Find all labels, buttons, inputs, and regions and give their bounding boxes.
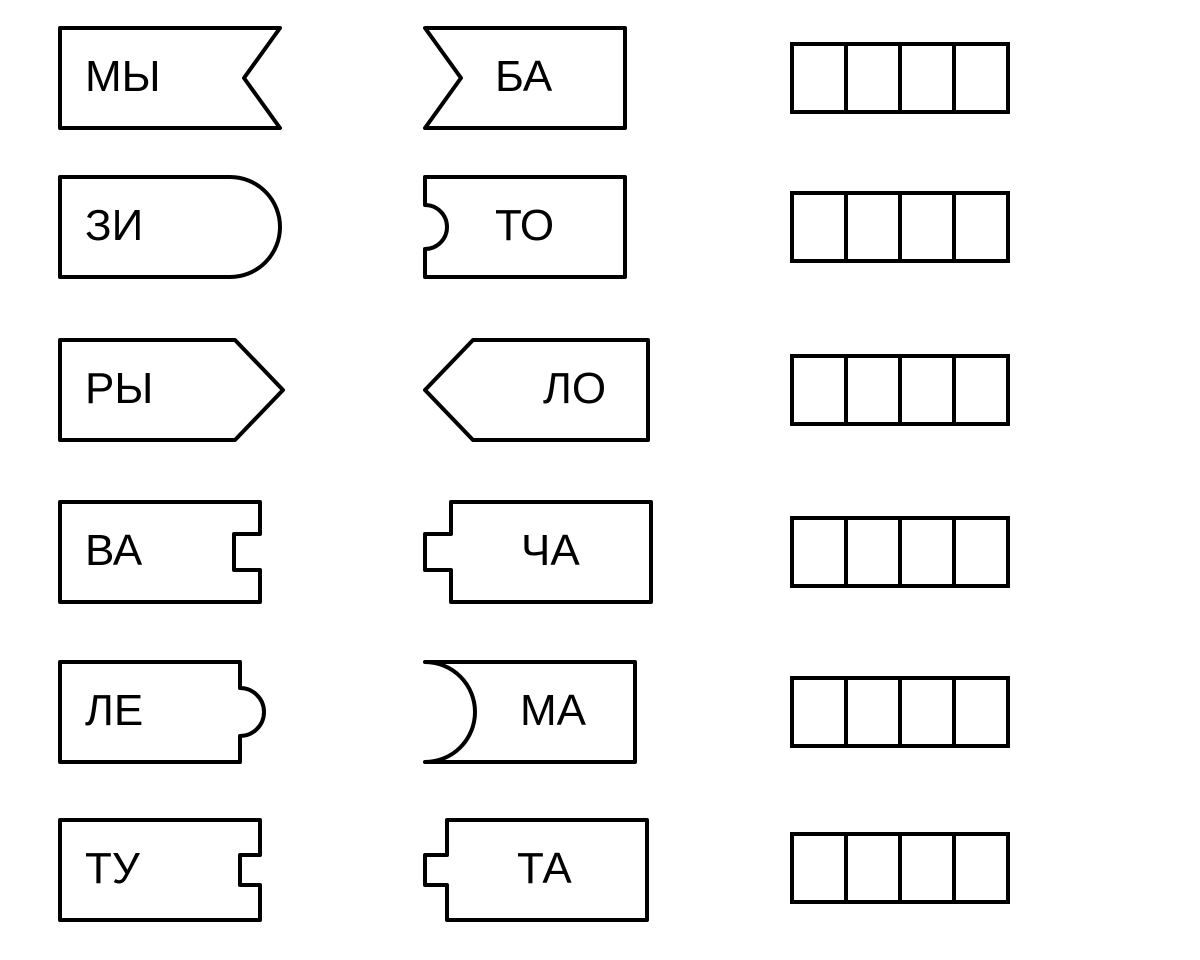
answer-cell: [898, 191, 956, 263]
puzzle-piece: [421, 336, 652, 444]
answer-cell: [844, 516, 902, 588]
syllable-label: ВА: [85, 526, 142, 576]
syllable-label: ЛО: [543, 364, 606, 414]
answer-grid: [790, 832, 1010, 909]
answer-cell: [952, 354, 1010, 426]
syllable-label: МЫ: [85, 52, 161, 102]
answer-cell: [844, 191, 902, 263]
answer-grid: [790, 354, 1010, 431]
answer-cell: [952, 832, 1010, 904]
syllable-label: ТА: [517, 844, 572, 894]
syllable-label: МА: [520, 686, 586, 736]
answer-cell: [898, 676, 956, 748]
answer-cell: [790, 516, 848, 588]
answer-cell: [790, 832, 848, 904]
answer-cell: [898, 354, 956, 426]
syllable-label: ЗИ: [85, 201, 143, 251]
answer-cell: [790, 191, 848, 263]
answer-grid: [790, 191, 1010, 268]
syllable-label: БА: [495, 52, 552, 102]
answer-cell: [844, 42, 902, 114]
answer-cell: [790, 676, 848, 748]
answer-cell: [790, 354, 848, 426]
syllable-label: ЧА: [521, 526, 580, 576]
answer-cell: [844, 354, 902, 426]
answer-cell: [898, 832, 956, 904]
syllable-label: ТУ: [85, 844, 140, 894]
syllable-label: ЛЕ: [85, 686, 143, 736]
answer-grid: [790, 676, 1010, 753]
answer-cell: [790, 42, 848, 114]
answer-cell: [952, 676, 1010, 748]
syllable-label: ТО: [495, 201, 554, 251]
syllable-label: РЫ: [85, 364, 153, 414]
answer-cell: [844, 676, 902, 748]
answer-cell: [952, 191, 1010, 263]
worksheet: МЫ БА ЗИ ТО РЫ ЛО ВА ЧА ЛЕ МА ТУ ТА: [0, 0, 1200, 960]
answer-cell: [898, 42, 956, 114]
answer-grid: [790, 42, 1010, 119]
answer-cell: [952, 42, 1010, 114]
answer-grid: [790, 516, 1010, 593]
answer-cell: [952, 516, 1010, 588]
answer-cell: [898, 516, 956, 588]
answer-cell: [844, 832, 902, 904]
